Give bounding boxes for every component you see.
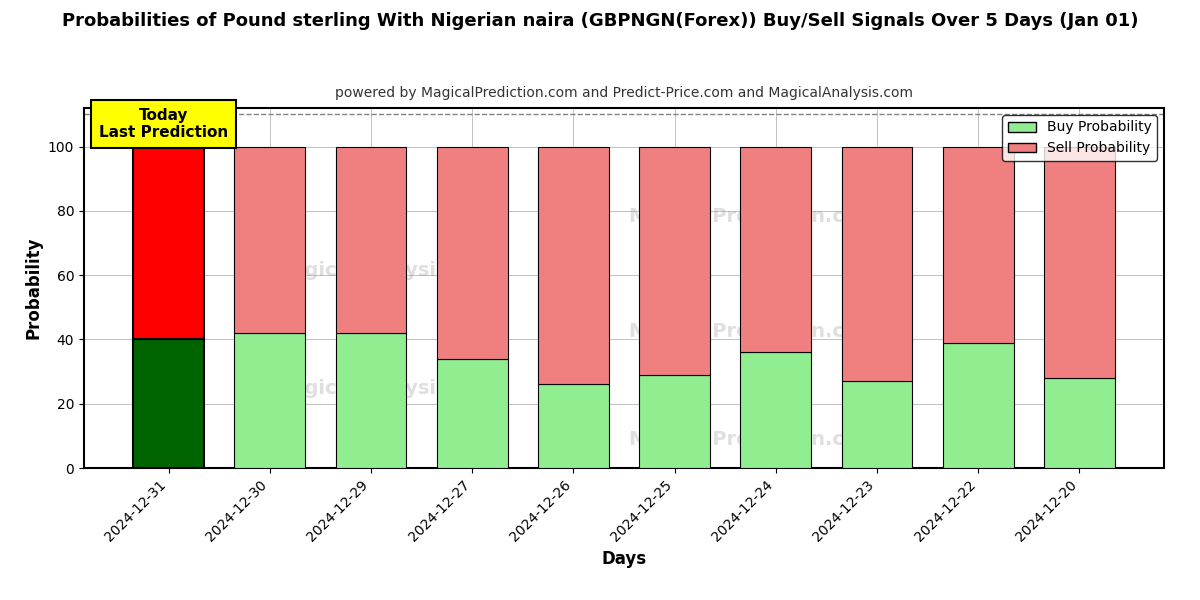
Bar — [841, 146, 912, 381]
Text: MagicalAnalysis.com: MagicalAnalysis.com — [272, 379, 500, 398]
Bar — [640, 146, 710, 375]
Text: MagicalPrediction.com: MagicalPrediction.com — [629, 322, 878, 341]
Bar — [234, 333, 305, 468]
Bar — [640, 375, 710, 468]
Text: MagicalPrediction.com: MagicalPrediction.com — [629, 430, 878, 449]
Bar — [1044, 146, 1115, 378]
Title: powered by MagicalPrediction.com and Predict-Price.com and MagicalAnalysis.com: powered by MagicalPrediction.com and Pre… — [335, 86, 913, 100]
Bar — [336, 146, 407, 333]
Bar — [943, 343, 1014, 468]
Text: Probabilities of Pound sterling With Nigerian naira (GBPNGN(Forex)) Buy/Sell Sig: Probabilities of Pound sterling With Nig… — [61, 12, 1139, 30]
Bar — [336, 333, 407, 468]
Bar — [841, 381, 912, 468]
Bar — [538, 385, 608, 468]
Legend: Buy Probability, Sell Probability: Buy Probability, Sell Probability — [1002, 115, 1157, 161]
Bar — [437, 146, 508, 359]
Text: MagicalPrediction.com: MagicalPrediction.com — [629, 206, 878, 226]
Bar — [740, 146, 811, 352]
Bar — [740, 352, 811, 468]
Bar — [234, 146, 305, 333]
Bar — [133, 340, 204, 468]
Bar — [1044, 378, 1115, 468]
X-axis label: Days: Days — [601, 550, 647, 568]
Text: Today
Last Prediction: Today Last Prediction — [98, 108, 228, 140]
Y-axis label: Probability: Probability — [24, 237, 42, 339]
Bar — [943, 146, 1014, 343]
Bar — [133, 146, 204, 340]
Bar — [437, 359, 508, 468]
Bar — [538, 146, 608, 385]
Text: MagicalAnalysis.com: MagicalAnalysis.com — [272, 260, 500, 280]
